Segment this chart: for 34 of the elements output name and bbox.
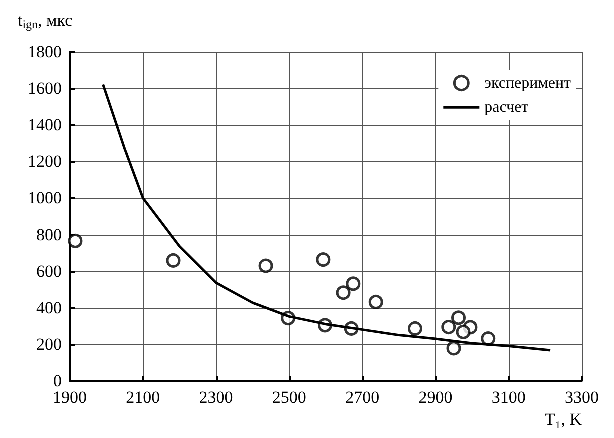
point	[368, 294, 384, 310]
legend-label: эксперимент	[484, 74, 572, 92]
point	[258, 258, 274, 274]
y-tick-label: 800	[36, 225, 62, 244]
x-tick-label: 2700	[346, 388, 380, 407]
x-tick-label: 2300	[199, 388, 234, 407]
point	[336, 286, 351, 300]
point	[452, 310, 466, 326]
y-tick-label: 600	[36, 262, 62, 281]
x-axis-title: T₁, K	[544, 410, 583, 429]
x-tick-label: 2900	[418, 388, 453, 407]
y-tick-label: 0	[54, 372, 62, 390]
point	[442, 320, 456, 335]
x-tick-label: 1900	[53, 388, 87, 407]
y-tick-label: 1000	[28, 188, 62, 208]
y-tick-label: 400	[36, 298, 62, 318]
y-tick-label: 1400	[28, 116, 62, 135]
x-tick-label: 3100	[492, 388, 526, 407]
legend-label: расчет	[484, 99, 529, 116]
y-tick-label: 1200	[28, 152, 62, 172]
point	[481, 332, 496, 346]
point	[408, 321, 422, 336]
point	[456, 324, 471, 340]
point	[316, 252, 331, 268]
point	[346, 276, 361, 292]
x-tick-label: 2500	[272, 388, 306, 407]
y-tick-label: 1800	[28, 42, 62, 62]
point	[166, 253, 181, 268]
y-tick-label: 1600	[28, 79, 62, 98]
y-tick-label: 200	[36, 334, 62, 354]
point	[446, 341, 462, 356]
x-tick-label: 3300	[565, 388, 599, 407]
x-tick-label: 2100	[126, 388, 160, 407]
point	[68, 234, 83, 248]
